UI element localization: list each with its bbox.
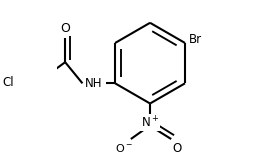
Text: Br: Br bbox=[189, 33, 202, 46]
Text: $\mathregular{O^-}$: $\mathregular{O^-}$ bbox=[115, 142, 133, 154]
Text: O: O bbox=[60, 22, 70, 35]
Text: $\mathregular{N^+}$: $\mathregular{N^+}$ bbox=[141, 115, 159, 130]
Text: Cl: Cl bbox=[3, 76, 14, 89]
Text: O: O bbox=[172, 142, 182, 155]
Text: NH: NH bbox=[85, 77, 103, 90]
